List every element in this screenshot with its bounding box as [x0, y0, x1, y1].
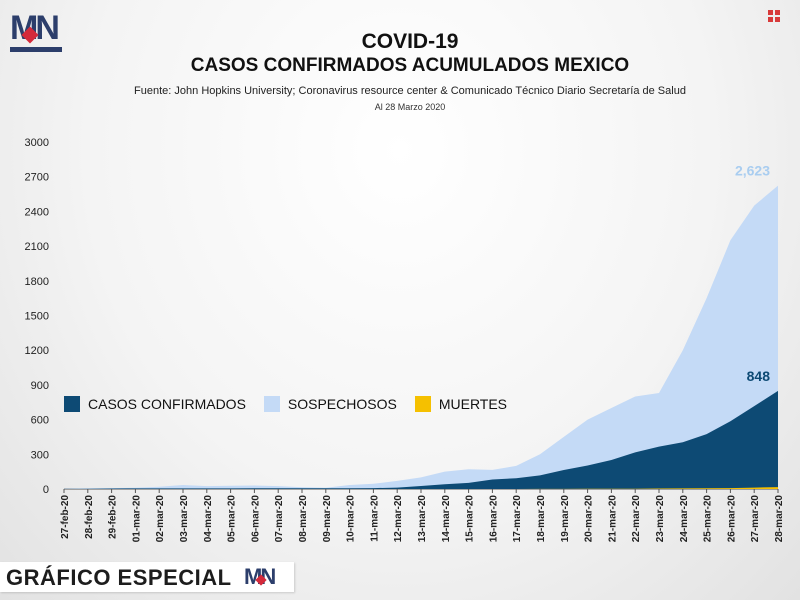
x-tick-label-27-feb-20: 27-feb-20: [60, 495, 71, 539]
legend-swatch-muertes: [414, 396, 431, 412]
x-tick-label-09-mar-20: 09-mar-20: [322, 495, 333, 543]
data-label-sospechosos: 2,623: [735, 163, 770, 179]
chart-subtitle: CASOS CONFIRMADOS ACUMULADOS MEXICO: [190, 55, 630, 76]
x-tick-label-27-mar-20: 27-mar-20: [750, 495, 761, 543]
x-tick-label-06-mar-20: 06-mar-20: [250, 495, 261, 543]
chart-title: COVID-19: [361, 30, 459, 53]
x-tick-label-02-mar-20: 02-mar-20: [155, 495, 166, 543]
area-muertes: [64, 487, 778, 489]
area-casos-confirmados: [64, 390, 778, 489]
y-tick-label-1200: 1200: [25, 345, 49, 357]
y-tick-label-1500: 1500: [25, 311, 49, 323]
x-tick-label-12-mar-20: 12-mar-20: [393, 495, 404, 543]
chart-legend: CASOS CONFIRMADOS SOSPECHOSOS MUERTES: [64, 396, 525, 412]
y-tick-label-2400: 2400: [25, 206, 49, 218]
y-tick-label-2700: 2700: [25, 172, 49, 184]
footer-banner: GRÁFICO ESPECIAL MN: [0, 562, 294, 592]
x-tick-label-25-mar-20: 25-mar-20: [703, 495, 714, 543]
legend-swatch-sospechosos: [263, 396, 280, 412]
legend-item-muertes: MUERTES: [414, 396, 508, 412]
x-tick-label-26-mar-20: 26-mar-20: [726, 495, 737, 543]
legend-label-confirmados: CASOS CONFIRMADOS: [88, 396, 246, 412]
legend-swatch-confirmados: [64, 396, 80, 412]
y-tick-label-300: 300: [31, 449, 49, 461]
legend-item-sospechosos: SOSPECHOSOS: [263, 396, 397, 412]
x-tick-label-20-mar-20: 20-mar-20: [584, 495, 595, 543]
x-tick-label-11-mar-20: 11-mar-20: [369, 495, 380, 542]
x-tick-label-13-mar-20: 13-mar-20: [417, 495, 428, 543]
y-tick-label-1800: 1800: [25, 276, 49, 288]
x-tick-label-07-mar-20: 07-mar-20: [274, 495, 285, 543]
x-tick-label-22-mar-20: 22-mar-20: [631, 495, 642, 543]
area-sospechosos: [64, 185, 778, 489]
x-tick-label-17-mar-20: 17-mar-20: [512, 495, 523, 543]
x-tick-label-28-feb-20: 28-feb-20: [84, 495, 95, 539]
x-tick-label-18-mar-20: 18-mar-20: [536, 495, 547, 543]
legend-label-muertes: MUERTES: [438, 396, 508, 412]
x-tick-label-16-mar-20: 16-mar-20: [488, 495, 499, 543]
x-tick-label-08-mar-20: 08-mar-20: [298, 495, 309, 543]
mn-logo: MN: [10, 10, 64, 52]
x-tick-label-28-mar-20: 28-mar-20: [774, 495, 785, 543]
chart-source: Fuente: John Hopkins University; Coronav…: [134, 85, 686, 97]
x-tick-label-29-feb-20: 29-feb-20: [108, 495, 119, 539]
x-tick-label-24-mar-20: 24-mar-20: [679, 495, 690, 543]
legend-item-confirmados: CASOS CONFIRMADOS: [64, 396, 246, 412]
x-tick-label-14-mar-20: 14-mar-20: [441, 495, 452, 543]
x-tick-label-05-mar-20: 05-mar-20: [227, 495, 238, 543]
logo-text: MN: [10, 9, 60, 47]
y-tick-label-0: 0: [43, 484, 49, 496]
legend-label-sospechosos: SOSPECHOSOS: [287, 396, 397, 412]
x-tick-label-03-mar-20: 03-mar-20: [179, 495, 190, 543]
y-tick-label-3000: 3000: [25, 137, 49, 149]
x-tick-label-15-mar-20: 15-mar-20: [465, 495, 476, 543]
x-tick-label-23-mar-20: 23-mar-20: [655, 495, 666, 543]
footer-label: GRÁFICO ESPECIAL: [6, 565, 232, 590]
x-tick-label-01-mar-20: 01-mar-20: [131, 495, 142, 543]
logo-underline: [10, 47, 62, 52]
grid-icon[interactable]: [768, 10, 780, 22]
y-tick-label-600: 600: [31, 415, 49, 427]
y-tick-label-900: 900: [31, 380, 49, 392]
x-tick-label-04-mar-20: 04-mar-20: [203, 495, 214, 543]
x-tick-label-19-mar-20: 19-mar-20: [560, 495, 571, 543]
x-tick-label-21-mar-20: 21-mar-20: [607, 495, 618, 543]
chart-date: Al 28 Marzo 2020: [374, 102, 446, 112]
data-label-casos-confirmados: 848: [747, 368, 771, 384]
x-tick-label-10-mar-20: 10-mar-20: [346, 495, 357, 543]
y-tick-label-2100: 2100: [25, 241, 49, 253]
